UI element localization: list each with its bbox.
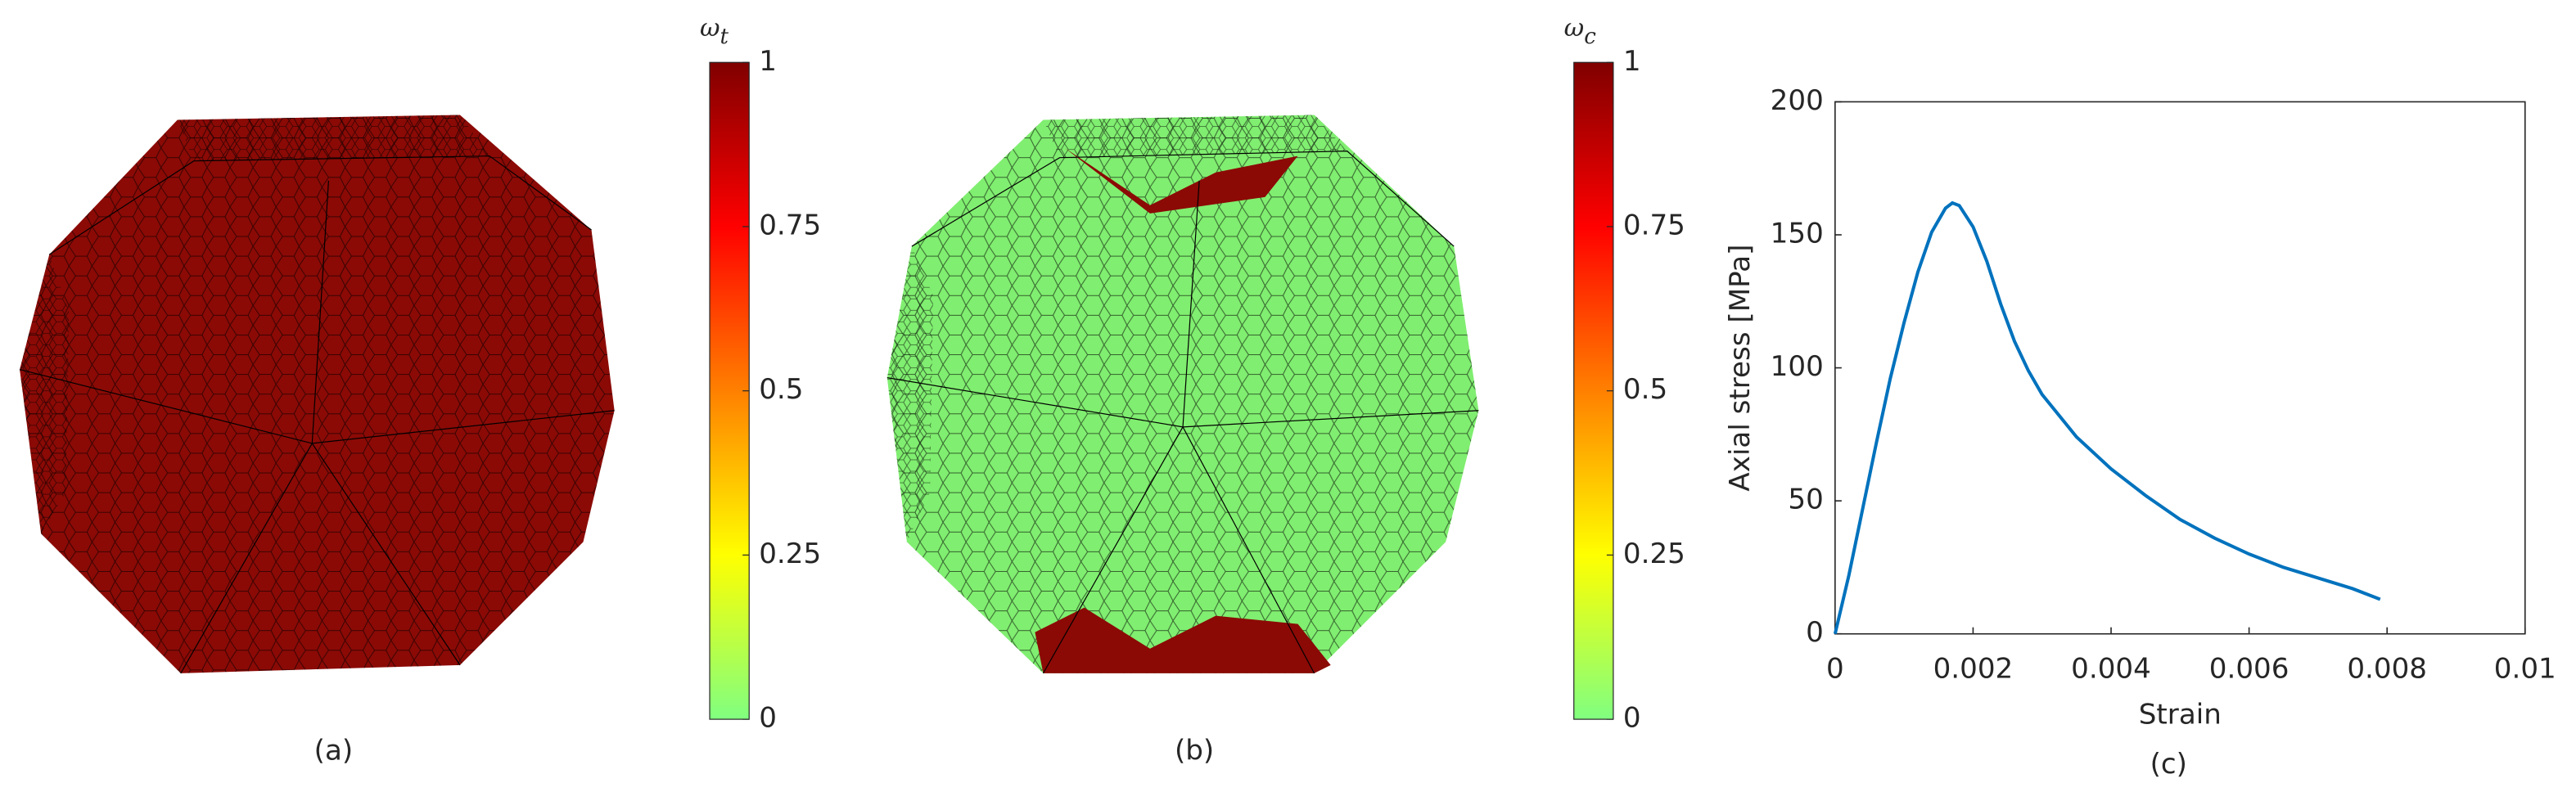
x-tick-label: 0.006	[2209, 652, 2290, 685]
plot-area	[1834, 101, 2526, 635]
caption: (c)	[2150, 748, 2187, 781]
y-tick-label: 200	[1771, 84, 1824, 117]
colorbar-subscript: t	[720, 25, 729, 49]
colorbar-tick-label: 1	[759, 45, 777, 78]
caption: (a)	[314, 735, 354, 767]
colorbar-title: ωt	[700, 14, 729, 49]
caption: (b)	[1175, 735, 1214, 767]
y-tick-label: 0	[1806, 616, 1824, 649]
x-axis-label: Strain	[2139, 699, 2222, 731]
colorbar-tick-label: 0.75	[759, 209, 821, 241]
line-plot: 0 0.002 0.004 0.006 0.008 0.01 0 50 100 150 200 Str…	[1724, 84, 2556, 781]
x-tick-label: 0.01	[2494, 652, 2556, 685]
colorbar-tick-label: 0.25	[1623, 538, 1685, 570]
colorbar-tick-label: 0.5	[1623, 373, 1667, 406]
colorbar-tick-label: 0	[1623, 702, 1641, 735]
x-tick-label: 0	[1826, 652, 1844, 685]
colorbar-tick-label: 0	[759, 702, 777, 735]
x-tick-label: 0.008	[2347, 652, 2427, 685]
y-tick-label: 100	[1771, 350, 1824, 383]
colorbar: 0 0.25 0.5 0.75 1 ωt (a)	[314, 14, 822, 767]
polyhedron-render	[886, 115, 1479, 674]
colorbar-tick-label: 0.75	[1623, 209, 1685, 241]
x-tick-label: 0.004	[2071, 652, 2151, 685]
colorbar-subscript: c	[1584, 25, 1596, 49]
x-tick-label: 0.002	[1933, 652, 2014, 685]
y-tick-label: 50	[1788, 484, 1823, 516]
data-line	[1833, 200, 2381, 635]
colorbar-tick-label: 1	[1623, 45, 1641, 78]
colorbar-tick-label: 0.5	[759, 373, 803, 406]
colorbar: 0 0.25 0.5 0.75 1 ωc (b)	[1175, 14, 1685, 767]
polyhedron-render	[19, 115, 615, 674]
colorbar-symbol: ω	[1564, 14, 1585, 43]
y-tick-label: 150	[1771, 218, 1824, 250]
colorbar-tick-label: 0.25	[759, 538, 821, 570]
colorbar-symbol: ω	[700, 14, 720, 43]
y-axis-label: Axial stress [MPa]	[1724, 245, 1757, 492]
colorbar-title: ωc	[1564, 14, 1597, 49]
